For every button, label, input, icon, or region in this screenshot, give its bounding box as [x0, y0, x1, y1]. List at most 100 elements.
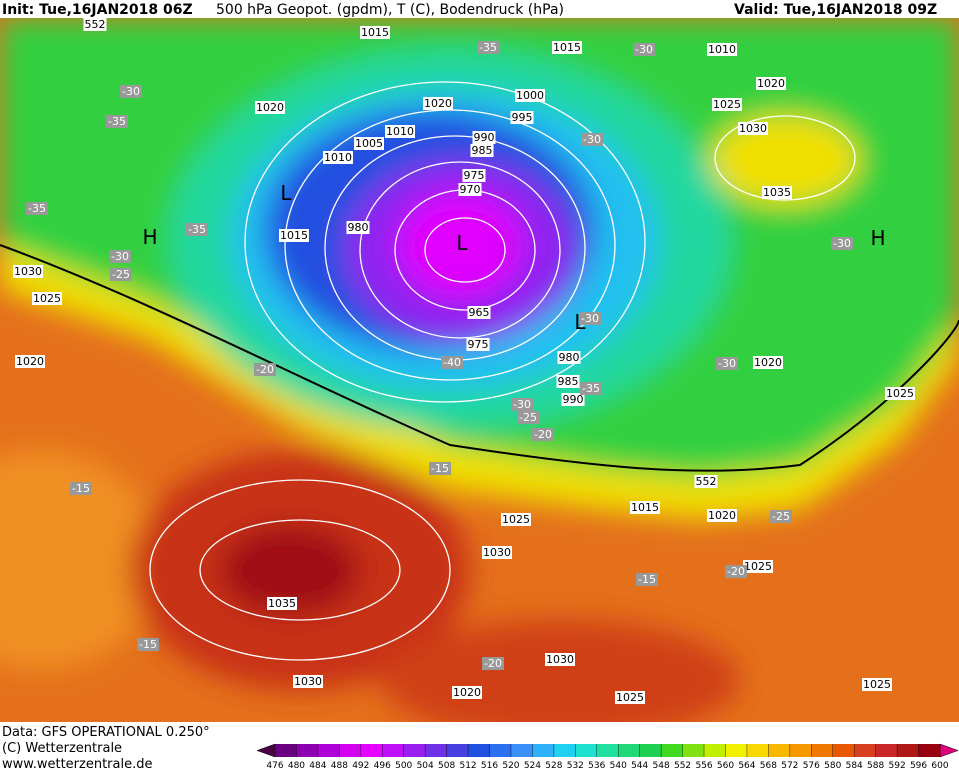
colorbar-tick-label: 532	[567, 761, 584, 770]
pressure-label: 1025	[886, 387, 914, 400]
temperature-label-bg	[579, 312, 601, 325]
colorbar-tick-label: 564	[738, 761, 755, 770]
pressure-label-bg	[510, 111, 534, 124]
pressure-label: 1030	[546, 653, 574, 666]
pressure-label-bg	[32, 292, 62, 305]
colorbar-swatch	[403, 744, 426, 757]
colorbar-swatch	[425, 744, 447, 757]
pressure-label: 1030	[14, 265, 42, 278]
colorbar-tick-label: 580	[824, 761, 841, 770]
colorbar-swatch	[918, 744, 941, 757]
colorbar-swatch	[296, 744, 319, 757]
pressure-label-bg	[694, 475, 718, 488]
colorbar-tick-label: 540	[610, 761, 627, 770]
website: www.wetterzentrale.de	[2, 757, 152, 770]
colorbar-tick-label: 504	[417, 761, 434, 770]
pressure-label: 1030	[294, 675, 322, 688]
temperature-label: -30	[513, 398, 531, 411]
pressure-label-bg	[467, 306, 491, 319]
temperature-label-bg	[532, 428, 554, 441]
pressure-label-bg	[862, 678, 892, 691]
pressure-label-bg	[556, 375, 580, 388]
pressure-label: 1025	[863, 678, 891, 691]
temperature-label-bg	[26, 202, 48, 215]
pressure-label-bg	[279, 229, 309, 242]
colorbar-swatch	[275, 744, 297, 757]
pressure-label: 1010	[708, 43, 736, 56]
colorbar-swatch	[854, 744, 876, 757]
colorbar-swatch	[618, 744, 640, 757]
pressure-label: 980	[559, 351, 580, 364]
colorbar-tick-label: 556	[695, 761, 712, 770]
temperature-label: -25	[112, 268, 130, 281]
pressure-label: 1025	[33, 292, 61, 305]
pressure-label-bg	[712, 98, 742, 111]
init-time: Init: Tue,16JAN2018 06Z	[2, 2, 193, 18]
colorbar-swatch	[875, 744, 898, 757]
pressure-label-bg	[561, 393, 585, 406]
colorbar-swatch	[746, 744, 769, 757]
temperature-label-bg	[517, 411, 539, 424]
pressure-label: 975	[464, 169, 485, 182]
temperature-label: -30	[581, 312, 599, 325]
pressure-label-bg	[293, 675, 323, 688]
colorbar-tick-label: 560	[717, 761, 734, 770]
temperature-label: -30	[111, 250, 129, 263]
temperature-label-bg	[581, 133, 603, 146]
pressure-label-bg	[323, 151, 353, 164]
pressure-label-bg	[346, 221, 370, 234]
temperature-label: -35	[188, 223, 206, 236]
temperature-label-bg	[110, 268, 132, 281]
pressure-label-bg	[707, 43, 737, 56]
pressure-label-bg	[552, 41, 582, 54]
temperature-label: -35	[28, 202, 46, 215]
pressure-center: L	[456, 231, 468, 255]
temperature-label: -40	[443, 356, 461, 369]
pressure-label: 970	[460, 183, 481, 196]
pressure-label: 965	[469, 306, 490, 319]
pressure-label-bg	[462, 169, 486, 182]
colorbar-swatch	[897, 744, 919, 757]
pressure-label-bg	[452, 686, 482, 699]
pressure-label-bg	[515, 89, 545, 102]
pressure-label-bg	[470, 144, 494, 157]
geopotential-field	[0, 18, 959, 722]
temperature-label-bg	[106, 115, 128, 128]
colorbar-swatch	[639, 744, 662, 757]
colorbar-swatch	[382, 744, 405, 757]
colorbar-tick-label: 512	[459, 761, 476, 770]
copyright: (C) Wetterzentrale	[2, 741, 122, 756]
temperature-label-bg	[511, 398, 533, 411]
colorbar-tick-label: 488	[331, 761, 348, 770]
colorbar-swatch	[704, 744, 726, 757]
pressure-label-bg	[756, 77, 786, 90]
pressure-label: 1030	[739, 122, 767, 135]
temperature-label-bg	[580, 382, 602, 395]
pressure-label-bg	[255, 101, 285, 114]
pressure-label-bg	[360, 26, 390, 39]
pressure-label: 1025	[713, 98, 741, 111]
pressure-label-bg	[482, 546, 512, 559]
colorbar-tick-label: 496	[374, 761, 391, 770]
map-labels: 1015 1015 1010 1020 1020 1020 1000 995 1025 1030 1…	[13, 18, 915, 704]
pressure-label: 995	[512, 111, 533, 124]
colorbar-swatch	[360, 744, 383, 757]
colorbar-end	[939, 743, 959, 758]
pressure-center: H	[142, 225, 157, 249]
pressure-label: 1035	[268, 597, 296, 610]
temperature-label-bg	[831, 237, 853, 250]
colorbar-swatch	[832, 744, 855, 757]
temperature-label: -30	[718, 357, 736, 370]
colorbar-tick-label: 520	[502, 761, 519, 770]
colorbar-swatch	[553, 744, 576, 757]
pressure-label: 552	[696, 475, 717, 488]
colorbar-tick-label: 508	[438, 761, 455, 770]
temperature-label-bg	[770, 510, 792, 523]
pressure-label-bg	[472, 131, 496, 144]
temperature-label: -15	[139, 638, 157, 651]
temperature-label-bg	[137, 638, 159, 651]
temperature-label-bg	[633, 43, 655, 56]
temperature-label: -35	[582, 382, 600, 395]
pressure-label: 980	[348, 221, 369, 234]
